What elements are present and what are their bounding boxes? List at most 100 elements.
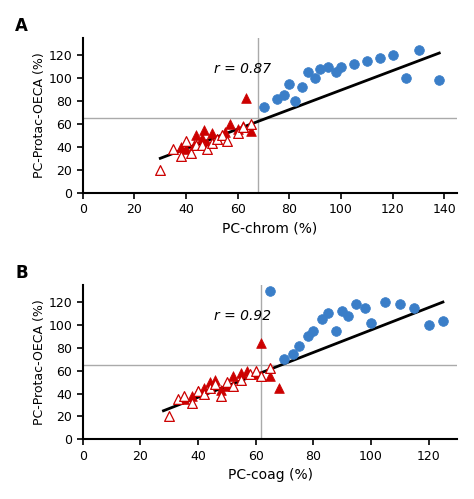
Point <box>217 392 225 400</box>
Point <box>247 127 255 135</box>
Point <box>286 80 293 88</box>
Point <box>213 135 221 143</box>
Y-axis label: PC-Protac-OECA (%): PC-Protac-OECA (%) <box>33 52 46 178</box>
X-axis label: PC-coag (%): PC-coag (%) <box>228 469 312 483</box>
Text: A: A <box>15 17 28 35</box>
Point <box>289 349 297 357</box>
Point <box>258 372 265 380</box>
Point <box>189 392 196 400</box>
Point <box>224 137 231 145</box>
Point <box>156 166 164 174</box>
Point <box>382 298 389 306</box>
Point <box>174 395 182 403</box>
Point <box>350 60 358 68</box>
Point <box>180 392 187 400</box>
Point <box>396 300 403 308</box>
Y-axis label: PC-Protac-OECA (%): PC-Protac-OECA (%) <box>33 299 46 425</box>
Point <box>192 131 200 139</box>
Point <box>239 122 247 130</box>
Point <box>318 315 326 323</box>
Point <box>237 376 245 384</box>
Point <box>361 304 369 312</box>
Point <box>363 57 371 65</box>
Point <box>229 382 237 390</box>
Point <box>234 125 242 133</box>
Point <box>246 370 254 378</box>
Point <box>324 309 331 317</box>
Point <box>275 384 283 392</box>
Point <box>252 370 259 378</box>
Point <box>281 91 288 99</box>
Point <box>203 139 210 147</box>
Point <box>415 45 422 53</box>
Point <box>182 145 190 153</box>
Point <box>237 369 245 377</box>
Point <box>273 95 280 103</box>
Point <box>219 131 226 139</box>
Point <box>310 327 317 335</box>
Point <box>165 413 173 421</box>
Point <box>353 300 360 308</box>
Point <box>295 341 303 349</box>
Point <box>192 141 200 149</box>
Point <box>243 367 251 375</box>
Point <box>217 386 225 394</box>
Point <box>177 152 185 160</box>
Point <box>211 380 219 388</box>
X-axis label: PC-chrom (%): PC-chrom (%) <box>222 222 318 236</box>
Point <box>389 51 397 59</box>
Point <box>200 384 208 392</box>
Point <box>324 63 332 71</box>
Point <box>252 367 259 375</box>
Text: r = 0.87: r = 0.87 <box>214 62 271 76</box>
Point <box>266 364 274 372</box>
Point <box>344 312 352 320</box>
Point <box>410 304 418 312</box>
Point <box>281 355 288 363</box>
Point <box>223 378 231 386</box>
Point <box>247 120 255 128</box>
Point <box>201 126 208 134</box>
Point <box>436 76 443 84</box>
Point <box>338 307 346 315</box>
Point <box>234 129 242 137</box>
Point <box>194 387 202 395</box>
Point <box>260 103 267 111</box>
Point <box>226 120 234 128</box>
Point <box>223 382 231 390</box>
Point <box>266 372 274 380</box>
Point <box>317 65 324 73</box>
Point <box>169 145 177 153</box>
Point <box>208 139 216 147</box>
Point <box>291 97 299 105</box>
Point <box>182 137 190 145</box>
Point <box>299 83 306 91</box>
Point <box>333 327 340 335</box>
Point <box>200 390 208 398</box>
Point <box>211 376 219 384</box>
Point <box>266 286 274 294</box>
Point <box>203 145 210 153</box>
Point <box>206 378 213 386</box>
Point <box>311 74 319 82</box>
Point <box>425 321 432 329</box>
Point <box>180 395 187 403</box>
Point <box>439 317 447 325</box>
Point <box>229 372 237 380</box>
Point <box>337 63 345 71</box>
Point <box>402 74 410 82</box>
Point <box>206 384 213 392</box>
Text: B: B <box>15 264 28 282</box>
Point <box>177 143 185 151</box>
Point <box>242 94 249 102</box>
Point <box>376 53 383 61</box>
Point <box>198 141 205 149</box>
Point <box>190 141 198 149</box>
Point <box>221 128 228 136</box>
Point <box>304 332 311 340</box>
Point <box>188 149 195 157</box>
Point <box>258 339 265 347</box>
Point <box>239 123 247 131</box>
Point <box>367 319 374 327</box>
Point <box>208 129 216 137</box>
